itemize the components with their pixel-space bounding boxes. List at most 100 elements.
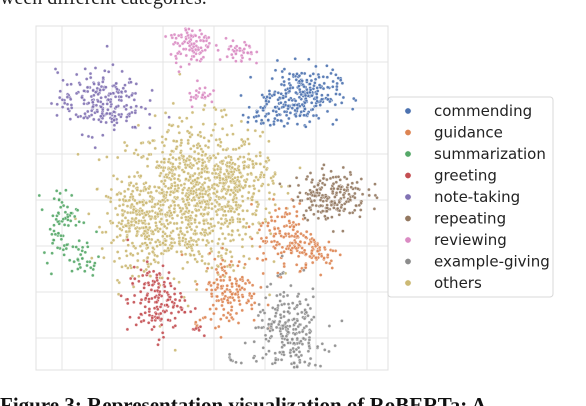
data-point — [204, 164, 208, 169]
data-point — [240, 244, 245, 249]
data-point — [188, 309, 193, 314]
data-point — [125, 297, 130, 302]
data-point — [105, 111, 109, 116]
data-point — [131, 184, 136, 188]
data-point — [252, 318, 256, 323]
data-point — [126, 243, 130, 247]
data-point — [219, 226, 223, 230]
data-point — [227, 319, 231, 323]
data-point — [120, 265, 124, 269]
data-point — [237, 46, 242, 51]
data-point — [273, 246, 277, 251]
data-point — [175, 51, 180, 56]
data-point — [185, 242, 190, 246]
data-point — [129, 219, 134, 224]
data-point — [241, 50, 246, 55]
data-point — [76, 247, 81, 252]
data-point — [179, 307, 184, 312]
data-point — [212, 311, 216, 316]
data-point — [174, 56, 179, 61]
data-point — [68, 97, 73, 102]
series-repeating — [278, 163, 379, 234]
data-point — [277, 229, 282, 233]
data-point — [240, 294, 245, 299]
data-point — [160, 330, 165, 335]
data-point — [191, 189, 196, 193]
data-point — [215, 190, 219, 194]
data-point — [292, 317, 296, 321]
data-point — [249, 50, 253, 55]
data-point — [162, 280, 167, 285]
data-point — [304, 332, 309, 337]
data-point — [99, 84, 104, 89]
data-point — [278, 182, 282, 186]
data-point — [49, 272, 54, 276]
legend-label-commending: commending — [434, 102, 532, 120]
data-point — [261, 271, 266, 276]
data-point — [231, 38, 235, 43]
data-point — [166, 160, 171, 164]
data-point — [123, 198, 128, 203]
data-point — [245, 172, 250, 177]
data-point — [234, 52, 238, 56]
data-point — [257, 228, 262, 232]
data-point — [110, 221, 115, 225]
data-point — [266, 156, 270, 160]
data-point — [303, 125, 308, 129]
data-point — [172, 206, 177, 211]
data-point — [86, 134, 91, 139]
data-point — [163, 34, 168, 39]
data-point — [148, 98, 152, 103]
data-point — [313, 363, 318, 367]
data-point — [207, 280, 211, 285]
data-point — [193, 320, 198, 325]
data-point — [280, 75, 285, 80]
data-point — [250, 222, 255, 226]
data-point — [223, 289, 227, 294]
data-point — [148, 262, 153, 266]
data-point — [159, 217, 164, 221]
data-point — [137, 192, 142, 197]
series-example-giving — [227, 254, 344, 370]
data-point — [95, 187, 99, 191]
data-point — [201, 122, 206, 126]
data-point — [80, 248, 84, 253]
data-point — [239, 59, 244, 64]
data-point — [54, 189, 59, 193]
data-point — [264, 235, 269, 240]
data-point — [128, 315, 132, 320]
data-point — [65, 82, 70, 87]
data-point — [270, 328, 275, 332]
data-point — [69, 82, 73, 86]
data-point — [287, 324, 292, 329]
data-point — [71, 244, 75, 249]
data-point — [262, 311, 267, 315]
data-point — [177, 235, 182, 240]
data-point — [282, 302, 287, 306]
data-point — [92, 82, 96, 86]
data-point — [159, 208, 164, 212]
data-point — [174, 139, 179, 144]
data-point — [286, 302, 291, 306]
data-point — [149, 237, 154, 242]
data-point — [206, 262, 211, 266]
data-point — [267, 197, 272, 201]
data-point — [230, 254, 234, 259]
data-point — [134, 220, 138, 224]
data-point — [262, 165, 267, 169]
data-point — [311, 294, 316, 299]
data-point — [226, 311, 230, 315]
data-point — [97, 82, 101, 87]
data-point — [265, 224, 270, 228]
data-point — [193, 279, 198, 284]
data-point — [254, 119, 259, 123]
data-point — [246, 120, 250, 124]
data-point — [155, 288, 160, 293]
data-point — [278, 272, 283, 277]
data-point — [190, 110, 195, 115]
data-point — [327, 324, 332, 328]
data-point — [132, 174, 137, 179]
data-point — [207, 139, 211, 143]
data-point — [248, 75, 253, 79]
data-point — [175, 213, 180, 218]
